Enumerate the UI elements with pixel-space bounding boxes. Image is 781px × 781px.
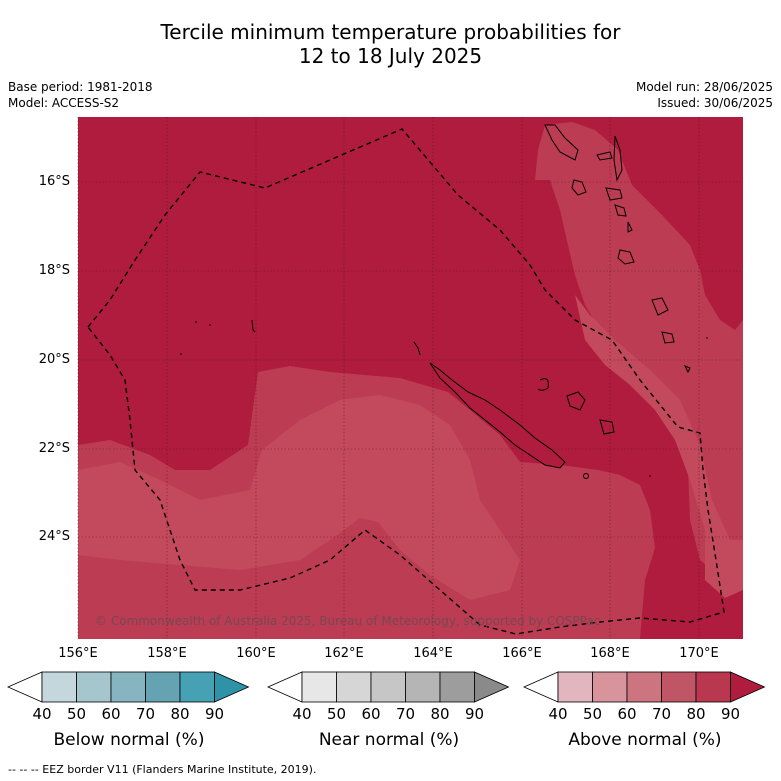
colorbar-below-tick: 40: [32, 705, 52, 723]
colorbar-below-segment-1: [41, 671, 77, 703]
colorbar-above-tick: 50: [582, 705, 603, 723]
colorbar-above-tick: 40: [548, 705, 568, 723]
eez-legend-footer: -- -- -- EEZ border V11 (Flanders Marine…: [8, 763, 317, 776]
lat-label-18s: 18°S: [38, 263, 70, 278]
colorbar-above-tick: 60: [617, 705, 637, 723]
colorbar-near-segment-4: [405, 671, 441, 703]
lon-label-158e: 158°E: [147, 646, 187, 661]
reef-dots: [180, 321, 708, 477]
lat-label-20s: 20°S: [38, 352, 70, 367]
reef-chesterfield: [251, 319, 256, 333]
colorbar-title-below: Below normal (%): [53, 730, 205, 750]
lon-label-160e: 160°E: [236, 646, 276, 661]
colorbar-below-segment-5: [179, 671, 215, 703]
loyalty-island-mare: [599, 419, 615, 435]
vanuatu-islands: [544, 124, 691, 374]
lat-label-16s: 16°S: [38, 174, 70, 189]
colorbar-above-low-arrow: [523, 671, 559, 703]
new-caledonia-north-islet: [413, 341, 421, 356]
prob-zone-east-light: [575, 295, 743, 598]
lat-label-24s: 24°S: [38, 529, 70, 544]
issued-date: Issued: 30/06/2025: [657, 96, 773, 110]
colorbar-below-tick: 60: [101, 705, 121, 723]
colorbar-below-low-arrow: [7, 671, 43, 703]
colorbar-above-tick: 70: [651, 705, 672, 723]
loyalty-island-lifou: [566, 391, 586, 411]
colorbar-title-above: Above normal (%): [568, 730, 722, 750]
colorbar-below-tick: 70: [135, 705, 156, 723]
base-period: Base period: 1981-2018: [8, 80, 153, 94]
map-title-line2: 12 to 18 July 2025: [298, 44, 483, 68]
lon-label-166e: 166°E: [502, 646, 542, 661]
colorbar-below-segment-2: [76, 671, 112, 703]
lon-label-170e: 170°E: [679, 646, 719, 661]
colorbar-below-tick: 80: [170, 705, 190, 723]
colorbar-near-tick: 40: [292, 705, 312, 723]
eez-border: [87, 128, 725, 635]
colorbar-near-segment-1: [301, 671, 337, 703]
lon-label-162e: 162°E: [324, 646, 364, 661]
colorbar-title-near: Near normal (%): [318, 730, 460, 750]
colorbar-above-segment-1: [557, 671, 593, 703]
colorbar-below-tick: 90: [204, 705, 225, 723]
colorbar-near-low-arrow: [267, 671, 303, 703]
colorbar-below-segment-3: [110, 671, 146, 703]
prob-zone-southwest-light: [78, 395, 520, 600]
lat-label-22s: 22°S: [38, 441, 70, 456]
colorbar-below-segment-4: [145, 671, 181, 703]
loyalty-island-ouvea: [537, 378, 549, 391]
colorbar-above-tick: 80: [686, 705, 706, 723]
colorbar-near-segment-5: [439, 671, 475, 703]
graticule: [77, 117, 743, 639]
colorbar-near-tick: 60: [361, 705, 381, 723]
model-run: Model run: 28/06/2025: [635, 80, 773, 94]
map-title-line1: Tercile minimum temperature probabilitie…: [160, 20, 621, 44]
colorbar-near-segment-3: [370, 671, 406, 703]
colorbar-near-tick: 70: [395, 705, 416, 723]
model-name: Model: ACCESS-S2: [8, 96, 120, 110]
colorbar-above-segment-3: [626, 671, 662, 703]
colorbar-above-segment-5: [695, 671, 731, 703]
colorbar-above-segment-2: [592, 671, 628, 703]
colorbar-near-high-arrow: [474, 671, 510, 703]
colorbar-below-high-arrow: [214, 671, 250, 703]
colorbar-below-tick: 50: [66, 705, 87, 723]
lon-label-156e: 156°E: [58, 646, 98, 661]
meta-left: Base period: 1981-2018 Model: ACCESS-S2: [8, 79, 153, 111]
lon-label-164e: 164°E: [413, 646, 453, 661]
copyright-notice: © Commonwealth of Australia 2025, Bureau…: [95, 614, 601, 628]
colorbar-near-tick: 80: [430, 705, 450, 723]
colorbar-group: [7, 671, 766, 703]
colorbar-near-tick: 90: [464, 705, 485, 723]
new-caledonia-island: [429, 362, 566, 469]
colorbar-near-segment-2: [336, 671, 372, 703]
islet-south: [583, 473, 589, 479]
colorbar-above-tick: 90: [720, 705, 741, 723]
lon-label-168e: 168°E: [590, 646, 630, 661]
meta-right: Model run: 28/06/2025 Issued: 30/06/2025: [636, 79, 773, 111]
colorbar-above-high-arrow: [730, 671, 766, 703]
colorbar-above-segment-4: [661, 671, 697, 703]
colorbar-near-tick: 50: [326, 705, 347, 723]
